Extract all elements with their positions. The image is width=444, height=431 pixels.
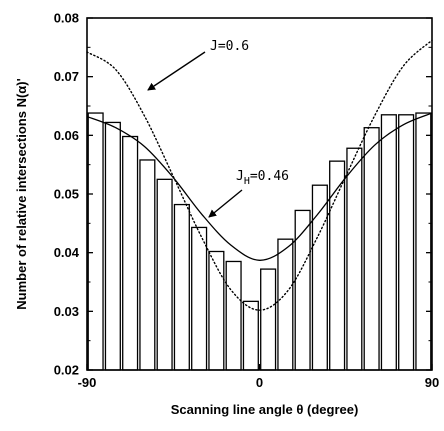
bar <box>104 121 121 371</box>
bar <box>260 268 277 371</box>
bar <box>363 127 380 371</box>
annotation-layer: J=0.6 JH=0.46 <box>147 39 289 218</box>
annotation-arrow-jh-0-46 <box>208 189 243 218</box>
bar <box>380 114 397 371</box>
y-tick-label: 0.03 <box>54 304 79 319</box>
series-line-jh-0-46 <box>86 112 433 261</box>
bar <box>173 203 190 371</box>
bar <box>415 112 432 371</box>
x-axis-title: Scanning line angle θ (degree) <box>171 402 359 417</box>
annotation-j-0-6: J=0.6 <box>210 39 249 54</box>
bar <box>208 250 225 371</box>
y-tick-label: 0.06 <box>54 128 79 143</box>
bar <box>225 260 242 371</box>
bar <box>139 159 156 371</box>
annotation-jh-0-46: JH=0.46 <box>236 169 289 187</box>
ticks-layer: 0.02 0.03 0.04 0.05 0.06 0.07 0.08 -90 0 90 <box>54 11 440 391</box>
x-tick-label: 90 <box>425 375 439 390</box>
bar <box>294 209 311 371</box>
x-tick-label: 0 <box>256 375 263 390</box>
bar <box>277 238 294 371</box>
lines-layer <box>86 39 433 311</box>
bars-layer <box>87 112 432 371</box>
y-tick-label: 0.05 <box>54 187 79 202</box>
y-tick-label: 0.08 <box>54 11 79 26</box>
y-tick-label: 0.02 <box>54 363 79 378</box>
series-line-j-0-6 <box>86 39 433 311</box>
x-tick-label: -90 <box>78 375 97 390</box>
bar <box>329 160 346 371</box>
bar <box>242 300 259 371</box>
bar <box>191 226 208 371</box>
bar <box>311 184 328 371</box>
annotation-arrow-j-0-6 <box>147 51 206 91</box>
bar <box>122 135 139 371</box>
y-axis-title: Number of relative intersections N(α)' <box>14 78 29 309</box>
y-tick-label: 0.04 <box>54 245 80 260</box>
y-tick-label: 0.07 <box>54 69 79 84</box>
bar <box>346 147 363 371</box>
bar <box>87 112 104 371</box>
bar <box>156 178 173 371</box>
bar <box>398 114 415 371</box>
plot-frame <box>86 17 433 371</box>
